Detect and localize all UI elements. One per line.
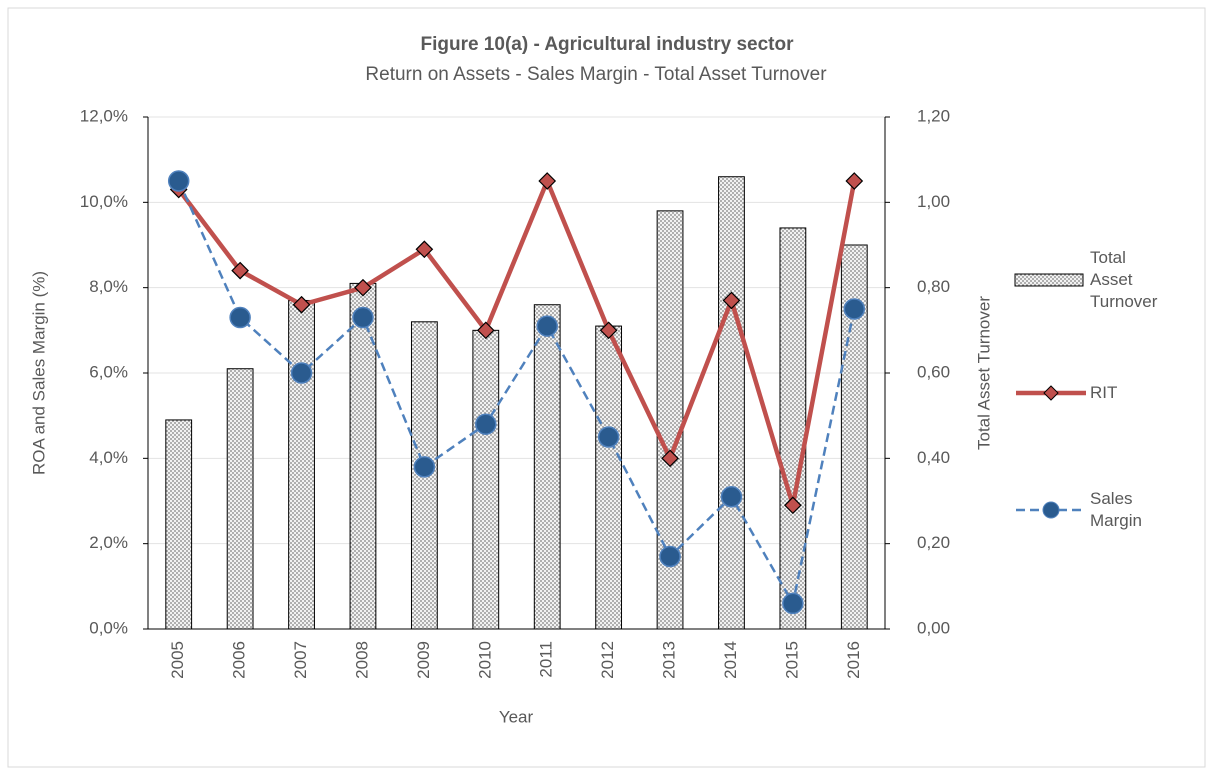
x-tick-label: 2008 [352, 641, 371, 679]
legend-bar [1014, 273, 1084, 287]
y2-tick-label: 0,80 [917, 277, 950, 296]
y-axis-title: ROA and Sales Margin (%) [29, 271, 48, 475]
y2-tick-label: 1,20 [917, 106, 950, 125]
circle-marker [720, 485, 743, 508]
chart-subtitle: Return on Assets - Sales Margin - Total … [365, 64, 827, 85]
bar [226, 368, 254, 630]
bar [165, 419, 193, 630]
y2-axis-title: Total Asset Turnover [974, 296, 993, 450]
x-tick-label: 2011 [537, 641, 556, 678]
bar [288, 299, 315, 630]
legend-swatch [1014, 273, 1084, 287]
y-tick-label: 12,0% [80, 106, 128, 125]
chart-title: Figure 10(a) - Agricultural industry sec… [420, 34, 794, 55]
y-tick-label: 6,0% [89, 362, 128, 381]
diamond-marker [538, 172, 557, 190]
legend-marker [1043, 385, 1059, 401]
x-tick-label: 2012 [598, 641, 617, 679]
diamond-marker [476, 321, 495, 340]
circle-marker [782, 592, 804, 615]
circle-marker [843, 298, 866, 320]
diamond-marker [784, 496, 802, 515]
x-tick-label: 2009 [414, 641, 433, 679]
bar [718, 176, 745, 630]
y-tick-label: 10,0% [80, 192, 128, 211]
diamond-marker [722, 291, 741, 310]
bar [349, 282, 377, 630]
diamond-marker [845, 172, 864, 190]
y-tick-label: 2,0% [89, 533, 128, 552]
diamond-marker [292, 295, 311, 314]
legend-marker [1042, 501, 1060, 519]
circle-marker [659, 545, 681, 568]
y-tick-label: 0,0% [89, 618, 128, 637]
legend-label: Total Asset Turnover [1090, 248, 1158, 311]
y-tick-label: 8,0% [89, 277, 128, 296]
diamond-marker [231, 261, 249, 280]
bar [779, 227, 807, 630]
y2-tick-label: 0,40 [917, 448, 950, 467]
diamond-marker [354, 278, 372, 297]
circle-marker [536, 315, 558, 337]
legend-label: Sales Margin [1090, 489, 1142, 530]
line [176, 175, 857, 506]
x-tick-label: 2014 [721, 641, 740, 679]
y-tick-label: 4,0% [89, 448, 128, 467]
bar [595, 325, 623, 630]
y2-tick-label: 0,20 [917, 533, 950, 552]
circle-marker [413, 456, 436, 478]
x-tick-label: 2006 [230, 641, 249, 679]
circle-marker [290, 362, 313, 384]
x-tick-label: 2010 [475, 641, 494, 679]
legend-label: RIT [1090, 383, 1118, 402]
x-tick-label: 2007 [291, 641, 310, 679]
diamond-marker [599, 321, 618, 340]
x-tick-label: 2015 [782, 641, 801, 679]
bar [472, 329, 500, 630]
circle-marker [597, 426, 620, 448]
circle-marker [229, 306, 251, 329]
circle-marker [167, 170, 190, 192]
legend-swatch [1016, 501, 1086, 519]
x-axis-title: Year [499, 707, 534, 726]
diamond-marker [415, 240, 434, 259]
bar [533, 304, 561, 630]
y2-tick-label: 0,00 [917, 618, 950, 637]
legend-item: Sales Margin [1014, 485, 1204, 535]
circle-marker [352, 306, 374, 329]
x-tick-label: 2016 [844, 641, 863, 679]
circle-marker [475, 413, 497, 435]
legend-item: Total Asset Turnover [1014, 248, 1204, 311]
line [177, 180, 856, 607]
diamond-marker [661, 449, 679, 468]
x-tick-label: 2005 [168, 641, 187, 679]
y2-tick-label: 1,00 [917, 192, 950, 211]
y2-tick-label: 0,60 [917, 362, 950, 381]
x-tick-label: 2013 [660, 641, 679, 679]
legend-swatch [1016, 385, 1086, 401]
legend-item: RIT [1014, 368, 1204, 418]
